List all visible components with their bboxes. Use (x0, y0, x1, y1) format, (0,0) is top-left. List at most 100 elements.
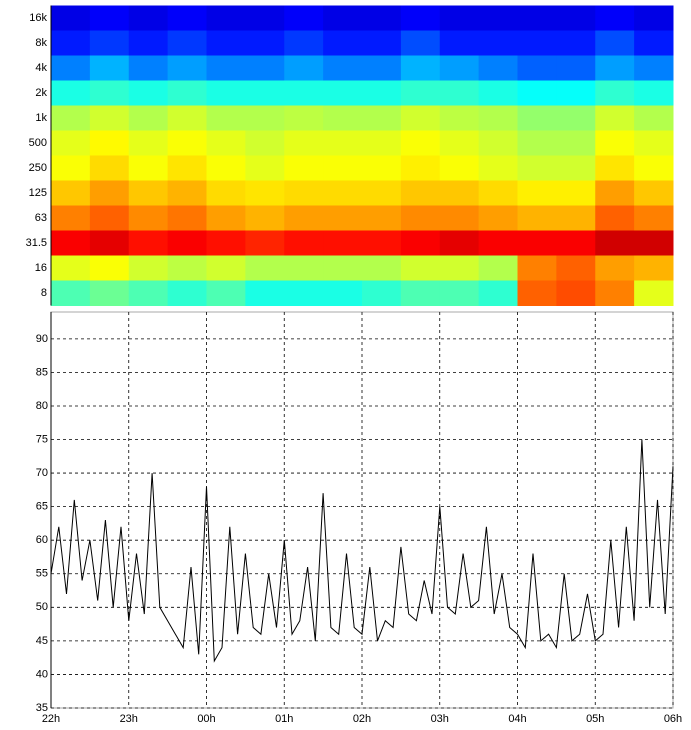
heat-cell (634, 155, 674, 181)
heat-cell (517, 255, 557, 281)
y-tick-label: 35 (36, 702, 48, 714)
y-tick-label: 125 (29, 187, 47, 199)
heat-cell (478, 5, 518, 31)
heat-cell (478, 105, 518, 131)
heat-cell (362, 130, 402, 156)
heat-cell (245, 205, 285, 231)
heat-cell (595, 105, 635, 131)
heat-cell (51, 105, 91, 131)
y-tick-label: 65 (36, 501, 48, 513)
heat-cell (128, 80, 169, 106)
heat-cell (362, 55, 402, 81)
heat-cell (362, 155, 402, 181)
heat-cell (323, 5, 363, 31)
heat-cell (206, 155, 246, 181)
heat-cell (51, 155, 91, 181)
heat-cell (439, 5, 480, 31)
heat-cell (595, 5, 635, 31)
heat-cell (556, 230, 596, 256)
heat-cell (128, 30, 169, 56)
heat-cell (400, 280, 441, 306)
heat-cell (284, 155, 324, 181)
heat-cell (478, 255, 518, 281)
heat-cell (206, 280, 246, 306)
heat-cell (323, 30, 363, 56)
heat-cell (595, 205, 635, 231)
heat-cell (167, 180, 207, 206)
heat-cell (478, 130, 518, 156)
heat-cell (400, 155, 441, 181)
y-tick-label: 45 (36, 635, 48, 647)
heat-cell (517, 55, 557, 81)
heat-cell (89, 180, 130, 206)
heat-cell (284, 280, 324, 306)
heat-cell (556, 180, 596, 206)
heat-cell (362, 30, 402, 56)
heat-cell (128, 130, 169, 156)
heat-cell (362, 105, 402, 131)
heat-cell (89, 55, 130, 81)
heat-cell (400, 205, 441, 231)
heat-cell (517, 105, 557, 131)
heat-cell (167, 205, 207, 231)
heat-cell (478, 280, 518, 306)
heat-cell (284, 30, 324, 56)
heat-cell (400, 5, 441, 31)
y-tick-label: 55 (36, 568, 48, 580)
heat-cell (595, 130, 635, 156)
heat-cell (439, 230, 480, 256)
heat-cell (89, 280, 130, 306)
heat-cell (245, 105, 285, 131)
heat-cell (51, 5, 91, 31)
heat-cell (51, 280, 91, 306)
x-tick-label: 00h (197, 713, 215, 725)
heat-cell (439, 105, 480, 131)
heat-cell (595, 255, 635, 281)
heat-cell (323, 255, 363, 281)
heat-cell (245, 230, 285, 256)
heat-cell (517, 230, 557, 256)
heat-cell (556, 105, 596, 131)
heat-cell (284, 255, 324, 281)
heat-cell (323, 280, 363, 306)
heat-cell (362, 255, 402, 281)
heat-cell (323, 80, 363, 106)
heat-cell (400, 255, 441, 281)
heat-cell (556, 255, 596, 281)
heat-cell (634, 280, 674, 306)
heat-cell (51, 55, 91, 81)
heat-cell (167, 55, 207, 81)
heat-cell (51, 205, 91, 231)
heat-cell (51, 130, 91, 156)
heat-cell (206, 55, 246, 81)
heat-cell (323, 180, 363, 206)
x-tick-label: 03h (431, 713, 449, 725)
heat-cell (634, 55, 674, 81)
heat-cell (517, 280, 557, 306)
heat-cell (284, 5, 324, 31)
heat-cell (478, 80, 518, 106)
heat-cell (439, 30, 480, 56)
heat-cell (362, 205, 402, 231)
heat-cell (323, 230, 363, 256)
y-tick-label: 40 (36, 668, 48, 680)
heat-cell (517, 5, 557, 31)
heat-cell (167, 155, 207, 181)
heat-cell (206, 30, 246, 56)
heat-cell (517, 80, 557, 106)
heat-cell (128, 205, 169, 231)
heat-cell (245, 130, 285, 156)
heat-cell (556, 5, 596, 31)
heat-cell (634, 80, 674, 106)
heat-cell (362, 5, 402, 31)
heat-cell (245, 5, 285, 31)
y-tick-label: 1k (35, 112, 47, 124)
x-tick-label: 04h (508, 713, 526, 725)
heat-cell (517, 130, 557, 156)
heat-cell (439, 155, 480, 181)
heat-cell (167, 230, 207, 256)
x-tick-label: 06h (664, 713, 682, 725)
heat-cell (478, 205, 518, 231)
heat-cell (634, 130, 674, 156)
